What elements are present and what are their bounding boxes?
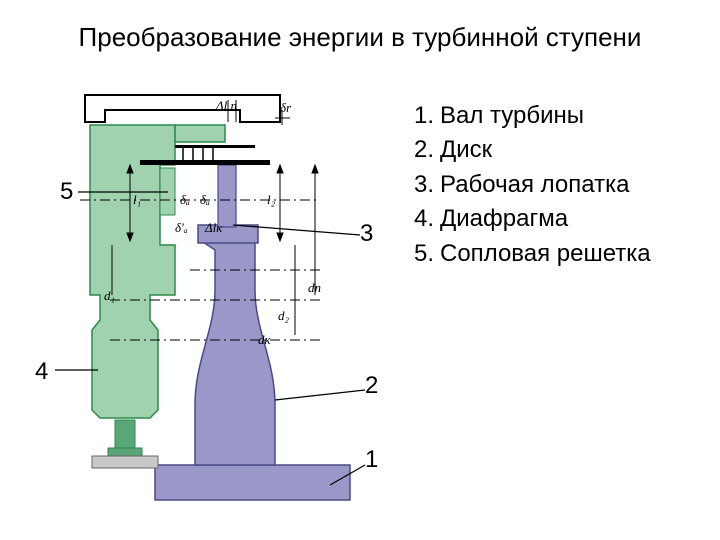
turbine-stage-diagram: 1 2 3 4 5 Δl п δr l₁ l₂ δₐ δₐ δ'ₐ Δlк d₁… (20, 70, 380, 510)
dim-delta-a2-label: δₐ (200, 192, 210, 208)
callout-5: 5 (60, 178, 73, 206)
legend-num: 3. (400, 169, 440, 201)
legend-num: 5. (400, 238, 440, 270)
outer-frame-top (85, 95, 280, 122)
dim-l2-label: l₂ (267, 192, 275, 208)
legend-item-5: 5. Сопловая решетка (400, 238, 651, 270)
dim-delta-r-label: δr (280, 100, 291, 116)
seal-band-top (175, 145, 255, 148)
legend-item-1: 1. Вал турбины (400, 100, 651, 132)
dim-dk-label: dк (258, 332, 271, 348)
blade (218, 165, 236, 227)
legend-label: Сопловая решетка (440, 238, 651, 270)
bolt-body (115, 420, 135, 450)
legend-item-3: 3. Рабочая лопатка (400, 169, 651, 201)
legend-num: 4. (400, 203, 440, 235)
callout-1: 1 (365, 446, 378, 474)
slide-title: Преобразование энергии в турбинной ступе… (0, 22, 720, 53)
shaft-base (155, 465, 350, 500)
dim-delta-a-tick-label: δ'ₐ (175, 220, 188, 236)
backing-plate (92, 456, 158, 468)
dim-d2-label: d₂ (278, 308, 289, 324)
legend-num: 2. (400, 134, 440, 166)
shroud-left (175, 125, 225, 142)
legend-label: Диск (440, 134, 492, 166)
legend-list: 1. Вал турбины 2. Диск 3. Рабочая лопатк… (400, 100, 651, 272)
legend-item-2: 2. Диск (400, 134, 651, 166)
seal-band-upper (140, 160, 270, 165)
legend-label: Вал турбины (440, 100, 584, 132)
callout-4: 4 (35, 358, 48, 386)
disk-body (195, 240, 275, 465)
legend-item-4: 4. Диафрагма (400, 203, 651, 235)
callout-3: 3 (360, 220, 373, 248)
legend-label: Диафрагма (440, 203, 568, 235)
callout-2: 2 (365, 372, 378, 400)
dim-delta-a-label: δₐ (180, 192, 190, 208)
dim-dl-k-label: Δlк (205, 220, 222, 236)
dim-dl-p-label: Δl п (216, 98, 237, 114)
dim-dp-label: dп (308, 280, 321, 296)
dim-l1-label: l₁ (133, 192, 141, 208)
dim-d1-label: d₁ (104, 288, 115, 304)
legend-num: 1. (400, 100, 440, 132)
legend-label: Рабочая лопатка (440, 169, 629, 201)
